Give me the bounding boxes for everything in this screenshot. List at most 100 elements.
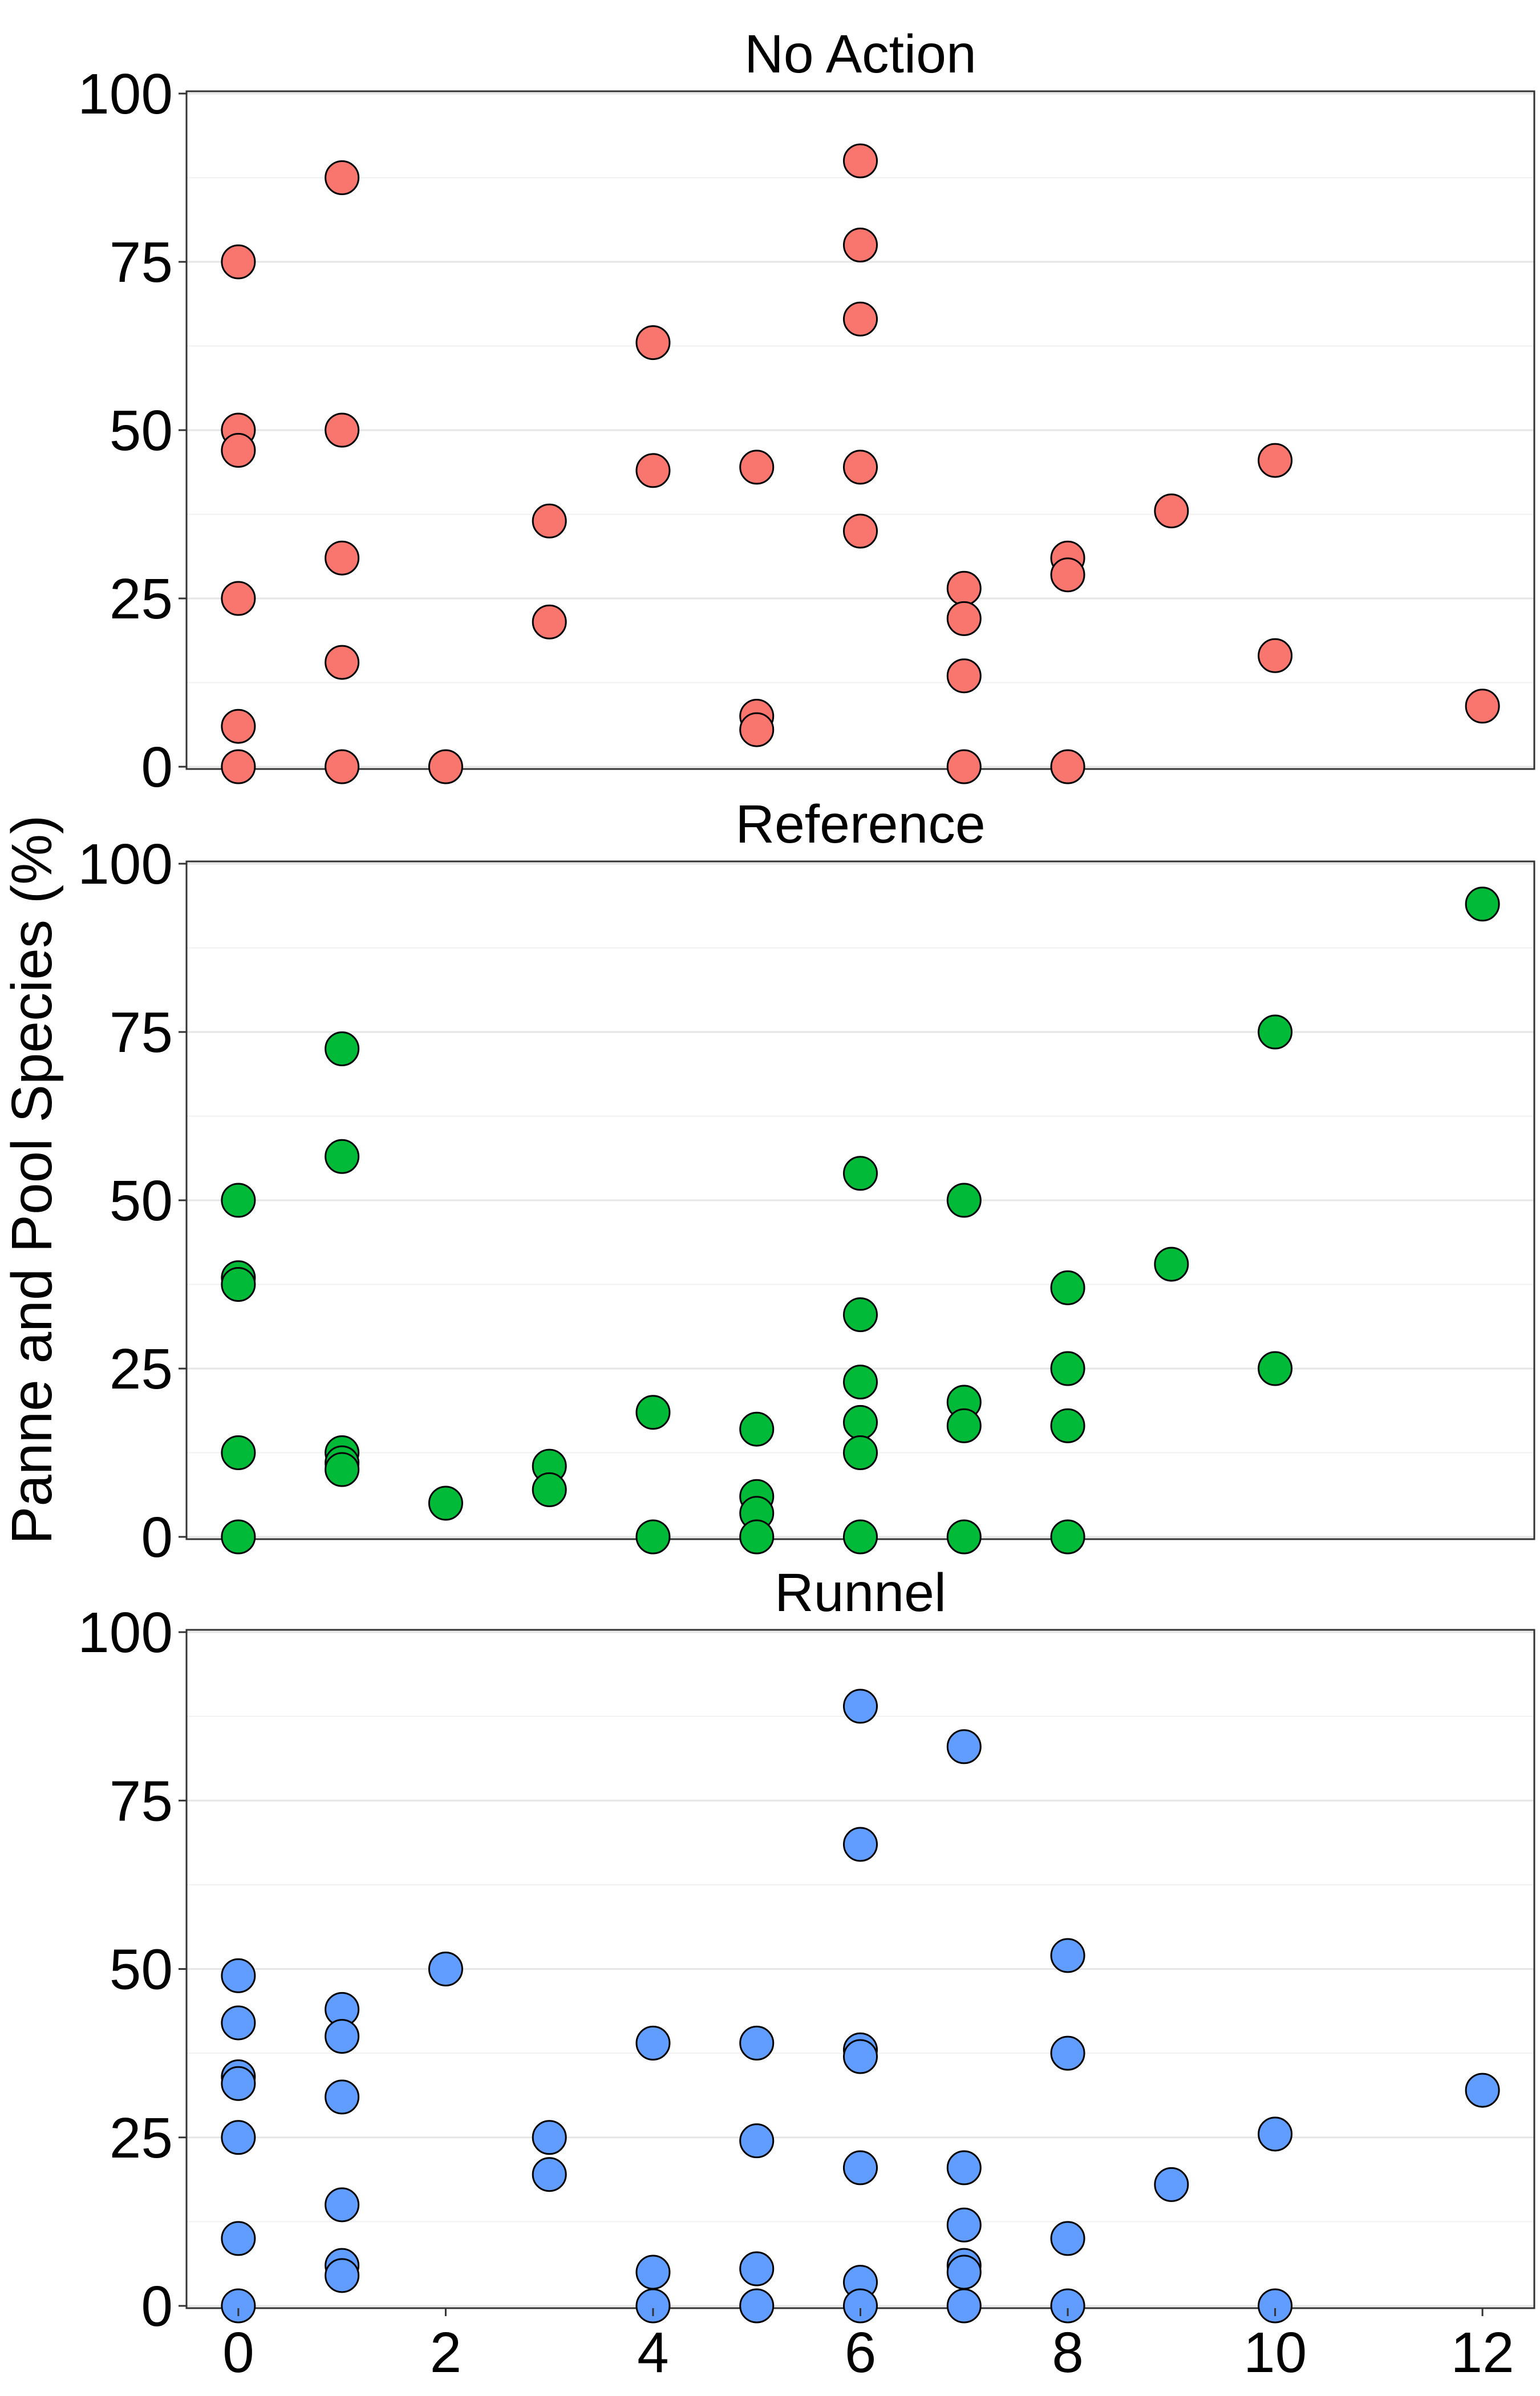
data-point	[221, 2005, 256, 2041]
x-tick-label: 2	[430, 2321, 462, 2385]
data-point	[1050, 1408, 1085, 1443]
data-point	[1050, 2035, 1085, 2071]
x-tick-label: 12	[1450, 2321, 1514, 2385]
x-tick-label: 0	[222, 2321, 254, 2385]
x-tick-label: 6	[845, 2321, 877, 2385]
data-point	[1050, 2221, 1085, 2256]
y-tick-label: 0	[141, 2274, 173, 2338]
data-point	[1154, 1246, 1189, 1282]
data-point	[843, 1827, 878, 1862]
data-point	[221, 1958, 256, 1993]
panels: 0 25 50 75 100 No Action 0 25 50 75 100 Reference 0 2…	[78, 24, 1535, 2338]
data-point	[843, 1297, 878, 1333]
data-point	[1258, 2288, 1293, 2324]
data-point	[946, 570, 982, 606]
data-point	[1154, 2167, 1189, 2202]
panel-2: 0 25 50 75 100 Reference	[78, 794, 1535, 1569]
data-point	[739, 1411, 775, 1447]
y-tick-label: 25	[110, 2106, 173, 2170]
data-point	[221, 2288, 256, 2324]
data-point	[739, 712, 775, 747]
data-point	[739, 450, 775, 485]
data-point	[843, 2288, 878, 2324]
data-point	[221, 1267, 256, 1302]
data-point	[221, 1519, 256, 1555]
data-point	[325, 1031, 360, 1066]
data-point	[843, 450, 878, 485]
data-point	[1050, 557, 1085, 593]
data-point	[739, 2288, 775, 2324]
data-point	[532, 503, 567, 539]
x-tick-label: 10	[1243, 2321, 1307, 2385]
panel-1: 0 25 50 75 100 No Action	[78, 24, 1535, 799]
data-point	[1258, 638, 1293, 673]
data-point	[843, 1156, 878, 1191]
data-point	[843, 2150, 878, 2185]
y-tick-label: 0	[141, 1505, 173, 1569]
data-point	[635, 453, 671, 488]
data-point	[843, 1405, 878, 1440]
data-point	[946, 658, 982, 694]
data-point	[739, 2123, 775, 2159]
data-point	[946, 2255, 982, 2290]
data-point	[843, 513, 878, 549]
data-point	[739, 1519, 775, 1555]
data-point	[1465, 689, 1500, 724]
data-point	[946, 2288, 982, 2324]
data-point	[325, 2187, 360, 2223]
data-point	[325, 2019, 360, 2054]
panel-title: No Action	[744, 24, 976, 84]
data-point	[221, 2066, 256, 2101]
data-point	[221, 581, 256, 616]
data-point	[221, 1183, 256, 1218]
y-tick-label: 25	[110, 1337, 173, 1401]
data-point	[946, 1408, 982, 1443]
y-tick-label: 75	[110, 230, 173, 294]
data-point	[1050, 1270, 1085, 1305]
y-tick-label: 100	[78, 1601, 173, 1665]
y-tick-label: 100	[78, 62, 173, 126]
data-point	[843, 301, 878, 337]
data-point	[1050, 1351, 1085, 1386]
data-point	[843, 1435, 878, 1470]
data-point	[946, 2207, 982, 2243]
data-point	[635, 2025, 671, 2061]
data-point	[221, 1435, 256, 1470]
data-point	[428, 1952, 463, 1986]
data-point	[428, 1486, 463, 1521]
data-point	[946, 1183, 982, 1218]
panel-frame	[185, 90, 1535, 770]
data-point	[325, 540, 360, 576]
data-point	[946, 2150, 982, 2185]
data-point	[221, 2221, 256, 2256]
data-point	[325, 160, 360, 195]
data-point	[946, 1519, 982, 1555]
data-point	[1258, 2116, 1293, 2152]
data-point	[325, 412, 360, 448]
data-point	[635, 2288, 671, 2324]
data-point	[532, 1472, 567, 1507]
data-point	[843, 1689, 878, 1724]
data-point	[1050, 749, 1085, 784]
data-point	[1258, 443, 1293, 478]
data-point	[1465, 2073, 1500, 2108]
y-axis-title: Panne and Pool Species (%)	[0, 815, 64, 1545]
data-point	[1050, 2288, 1085, 2324]
data-point	[1258, 1351, 1293, 1386]
x-tick-label: 4	[637, 2321, 669, 2385]
data-point	[946, 749, 982, 784]
y-tick-label: 75	[110, 1769, 173, 1833]
data-point	[946, 601, 982, 636]
y-tick-label: 25	[110, 567, 173, 631]
data-point	[532, 604, 567, 640]
y-tick-label: 50	[110, 1169, 173, 1233]
data-point	[635, 1395, 671, 1430]
data-point	[1154, 493, 1189, 529]
data-point	[325, 749, 360, 784]
y-tick-label: 50	[110, 1938, 173, 2002]
data-point	[843, 2039, 878, 2074]
data-point	[1258, 1014, 1293, 1050]
panel-3: 0 25 50 75 100 Runnel	[78, 1563, 1535, 2338]
y-tick-label: 100	[78, 832, 173, 896]
